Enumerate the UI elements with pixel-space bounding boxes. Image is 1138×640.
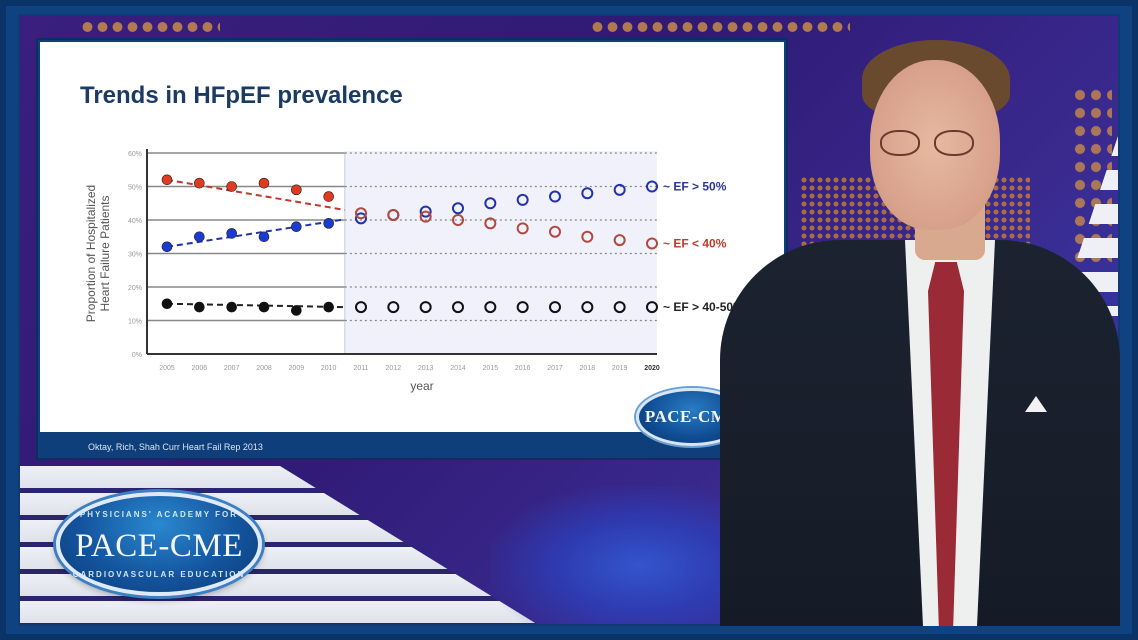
observed-point bbox=[323, 191, 334, 202]
y-tick-label: 60% bbox=[128, 151, 142, 158]
prevalence-chart: 0% 10% 20% 30% 40% 50% 60% 2005 2006 2007 2008 2009… bbox=[84, 149, 744, 393]
x-tick-label: 2005 bbox=[159, 365, 175, 372]
logo-text: PACE-CME bbox=[75, 528, 243, 564]
trend-line bbox=[166, 178, 346, 211]
projected-point bbox=[484, 217, 497, 230]
x-tick-label: 2018 bbox=[580, 365, 596, 372]
y-tick-label: 10% bbox=[128, 319, 142, 326]
legend-label: ~ EF > 40-50% bbox=[663, 300, 744, 314]
legend-label: ~ EF > 50% bbox=[663, 180, 727, 194]
projected-point bbox=[484, 301, 497, 314]
projected-point bbox=[419, 205, 432, 218]
observed-point bbox=[194, 177, 205, 189]
projected-point bbox=[581, 187, 594, 200]
observed-point bbox=[226, 228, 237, 239]
presenter-video bbox=[720, 40, 1120, 626]
projected-point bbox=[549, 225, 561, 238]
x-tick-label: 2013 bbox=[418, 365, 434, 372]
projection-region bbox=[344, 151, 657, 354]
projected-point bbox=[516, 193, 529, 206]
x-tick-label: 2016 bbox=[515, 365, 531, 372]
x-tick-label: 2020 bbox=[644, 365, 660, 372]
x-tick-label: 2011 bbox=[353, 365, 368, 372]
logo-arc-bottom: CARDIOVASCULAR EDUCATION bbox=[72, 570, 246, 579]
observed-point bbox=[323, 218, 334, 229]
observed-point bbox=[161, 241, 173, 253]
citation: Oktay, Rich, Shah Curr Heart Fail Rep 20… bbox=[88, 442, 263, 452]
projected-point bbox=[549, 301, 561, 314]
projected-point bbox=[452, 202, 464, 215]
x-tick-label: 2010 bbox=[321, 365, 337, 372]
x-tick-label: 2012 bbox=[386, 365, 402, 372]
projected-point bbox=[581, 301, 594, 314]
y-tick-label: 40% bbox=[128, 218, 142, 225]
observed-point bbox=[226, 181, 237, 192]
projected-point bbox=[419, 210, 432, 223]
observed-point bbox=[291, 221, 302, 232]
y-tick-label: 50% bbox=[128, 185, 142, 192]
presentation-slide: Trends in HFpEF prevalence 0% 10% 20% 30% 40… bbox=[36, 38, 788, 460]
x-tick-label: 2014 bbox=[450, 365, 466, 372]
slide-title: Trends in HFpEF prevalence bbox=[80, 82, 403, 109]
decorative-dots bbox=[80, 20, 220, 34]
observed-point bbox=[226, 301, 237, 313]
observed-point bbox=[258, 231, 270, 243]
projected-point bbox=[452, 214, 464, 226]
observed-point bbox=[258, 301, 270, 313]
y-tick-label: 0% bbox=[132, 352, 142, 359]
observed-point bbox=[194, 301, 205, 313]
projected-point bbox=[516, 222, 529, 235]
legend-label: ~ EF < 40% bbox=[663, 236, 727, 250]
x-tick-label: 2009 bbox=[289, 365, 305, 372]
slide-content: Trends in HFpEF prevalence 0% 10% 20% 30% 40… bbox=[40, 42, 784, 432]
pace-cme-logo: PHYSICIANS' ACADEMY FOR PACE-CME CARDIOV… bbox=[56, 492, 262, 596]
projected-point bbox=[613, 183, 626, 196]
observed-point bbox=[323, 301, 334, 313]
projected-point bbox=[452, 301, 464, 314]
trend-line bbox=[166, 218, 345, 248]
projected-point bbox=[355, 301, 367, 314]
observed-point bbox=[258, 177, 270, 189]
x-axis-label: year bbox=[410, 379, 433, 393]
projected-point bbox=[646, 301, 658, 314]
trend-line bbox=[166, 302, 345, 309]
projected-point bbox=[419, 301, 432, 314]
projected-point bbox=[355, 207, 367, 220]
observed-point bbox=[161, 174, 173, 186]
observed-point bbox=[291, 305, 302, 316]
observed-point bbox=[291, 184, 302, 196]
observed-point bbox=[161, 298, 173, 310]
x-tick-label: 2019 bbox=[612, 365, 628, 372]
projected-point bbox=[387, 301, 400, 314]
x-tick-label: 2006 bbox=[192, 365, 208, 372]
logo-arc-top: PHYSICIANS' ACADEMY FOR bbox=[79, 510, 239, 519]
x-tick-label: 2015 bbox=[483, 365, 499, 372]
observed-point bbox=[194, 231, 205, 243]
projected-point bbox=[355, 212, 367, 225]
glasses-icon bbox=[880, 130, 920, 156]
projected-point bbox=[387, 208, 400, 221]
projected-point bbox=[613, 301, 626, 314]
x-tick-label: 2008 bbox=[256, 365, 272, 372]
y-tick-label: 30% bbox=[128, 252, 142, 259]
x-tick-label: 2017 bbox=[547, 365, 563, 372]
projected-point bbox=[484, 197, 497, 210]
projected-point bbox=[549, 190, 561, 203]
projected-point bbox=[516, 301, 529, 314]
logo-text: PACE-CME bbox=[644, 407, 740, 426]
y-tick-label: 20% bbox=[128, 285, 142, 292]
projected-point bbox=[646, 180, 658, 193]
y-axis-label: Proportion of HospitalizedHeart Failure … bbox=[84, 185, 112, 322]
decorative-dots bbox=[590, 20, 850, 34]
projected-point bbox=[613, 234, 626, 247]
projected-point bbox=[646, 237, 658, 250]
glasses-icon bbox=[934, 130, 974, 156]
projected-point bbox=[581, 230, 594, 243]
x-tick-label: 2007 bbox=[224, 365, 240, 372]
